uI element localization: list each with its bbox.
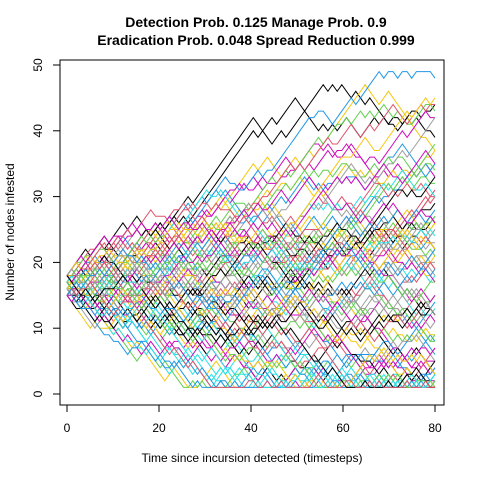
- chart-title-line2: Eradication Prob. 0.048 Spread Reduction…: [97, 32, 415, 48]
- x-tick-label: 60: [336, 421, 350, 435]
- series-line: [66, 189, 436, 283]
- series-line: [67, 268, 436, 389]
- x-tick-label: 20: [152, 421, 166, 435]
- series-line: [66, 143, 436, 310]
- x-tick-label: 40: [244, 421, 258, 435]
- y-tick-label: 20: [31, 255, 45, 269]
- series-line: [66, 275, 436, 376]
- series-line: [66, 268, 435, 389]
- x-axis: 0 20 40 60 80: [64, 404, 442, 435]
- y-tick-label: 40: [31, 124, 45, 138]
- y-axis-label: Number of nodes infested: [3, 163, 17, 300]
- series-line: [66, 143, 436, 290]
- x-tick-label: 0: [64, 421, 71, 435]
- y-tick-label: 30: [31, 190, 45, 204]
- y-tick-label: 50: [31, 58, 45, 72]
- series-line: [67, 97, 436, 290]
- y-tick-label: 0: [31, 390, 45, 397]
- series-line: [66, 241, 436, 323]
- x-tick-label: 80: [428, 421, 442, 435]
- y-axis: 0 10 20 30 40 50: [31, 58, 61, 397]
- series-line: [66, 268, 436, 316]
- series-layer: [66, 70, 436, 389]
- series-line: [67, 149, 436, 323]
- chart-title-line1: Detection Prob. 0.125 Manage Prob. 0.9: [125, 14, 387, 30]
- series-line: [66, 241, 436, 310]
- series-line: [66, 281, 436, 389]
- series-line: [66, 281, 435, 389]
- y-tick-label: 10: [31, 321, 45, 335]
- series-line: [66, 281, 436, 389]
- x-axis-label: Time since incursion detected (timesteps…: [142, 451, 363, 465]
- series-line: [66, 254, 435, 303]
